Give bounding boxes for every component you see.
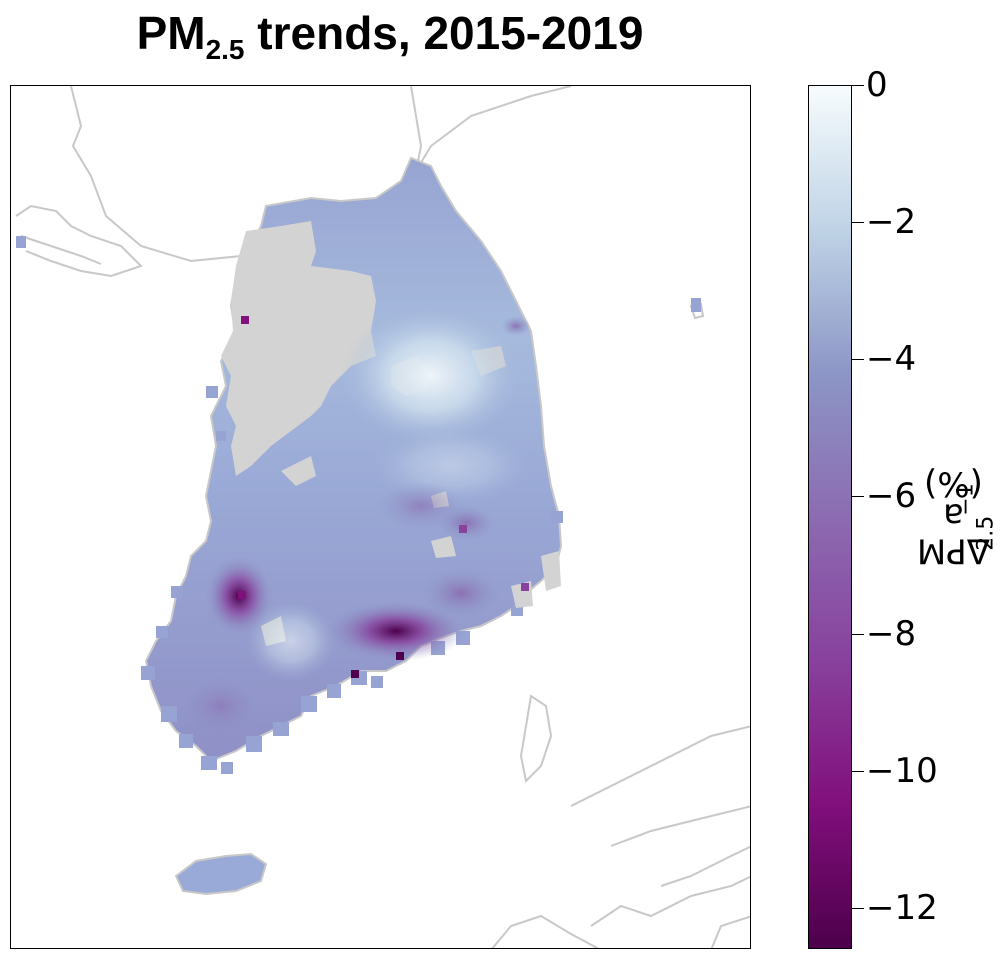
colorbar-tick xyxy=(852,85,864,86)
colorbar-tick xyxy=(852,633,864,635)
map-canvas xyxy=(15,86,750,948)
colorbar-tick xyxy=(852,907,864,909)
colorbar-tick xyxy=(852,359,864,361)
colorbar-tick-label: 0 xyxy=(866,65,888,105)
colorbar xyxy=(808,85,852,949)
colorbar-tick xyxy=(852,770,864,772)
map-panel xyxy=(10,85,751,949)
colorbar-tick-label: −4 xyxy=(866,339,917,380)
colorbar-tick xyxy=(852,496,864,498)
korea-trend-field xyxy=(16,156,701,774)
colorbar-tick-label: −2 xyxy=(866,202,917,243)
title-subscript: 2.5 xyxy=(205,34,245,65)
chart-title: PM2.5 trends, 2015-2019 xyxy=(136,7,644,65)
colorbar-tick-label: −6 xyxy=(866,476,917,517)
colorbar-tick-label: −10 xyxy=(866,750,938,791)
colorbar-tick xyxy=(852,222,864,224)
colorbar-tick-label: −8 xyxy=(866,613,917,654)
colorbar-tick-label: −12 xyxy=(866,887,938,928)
jeju-island xyxy=(174,852,268,896)
